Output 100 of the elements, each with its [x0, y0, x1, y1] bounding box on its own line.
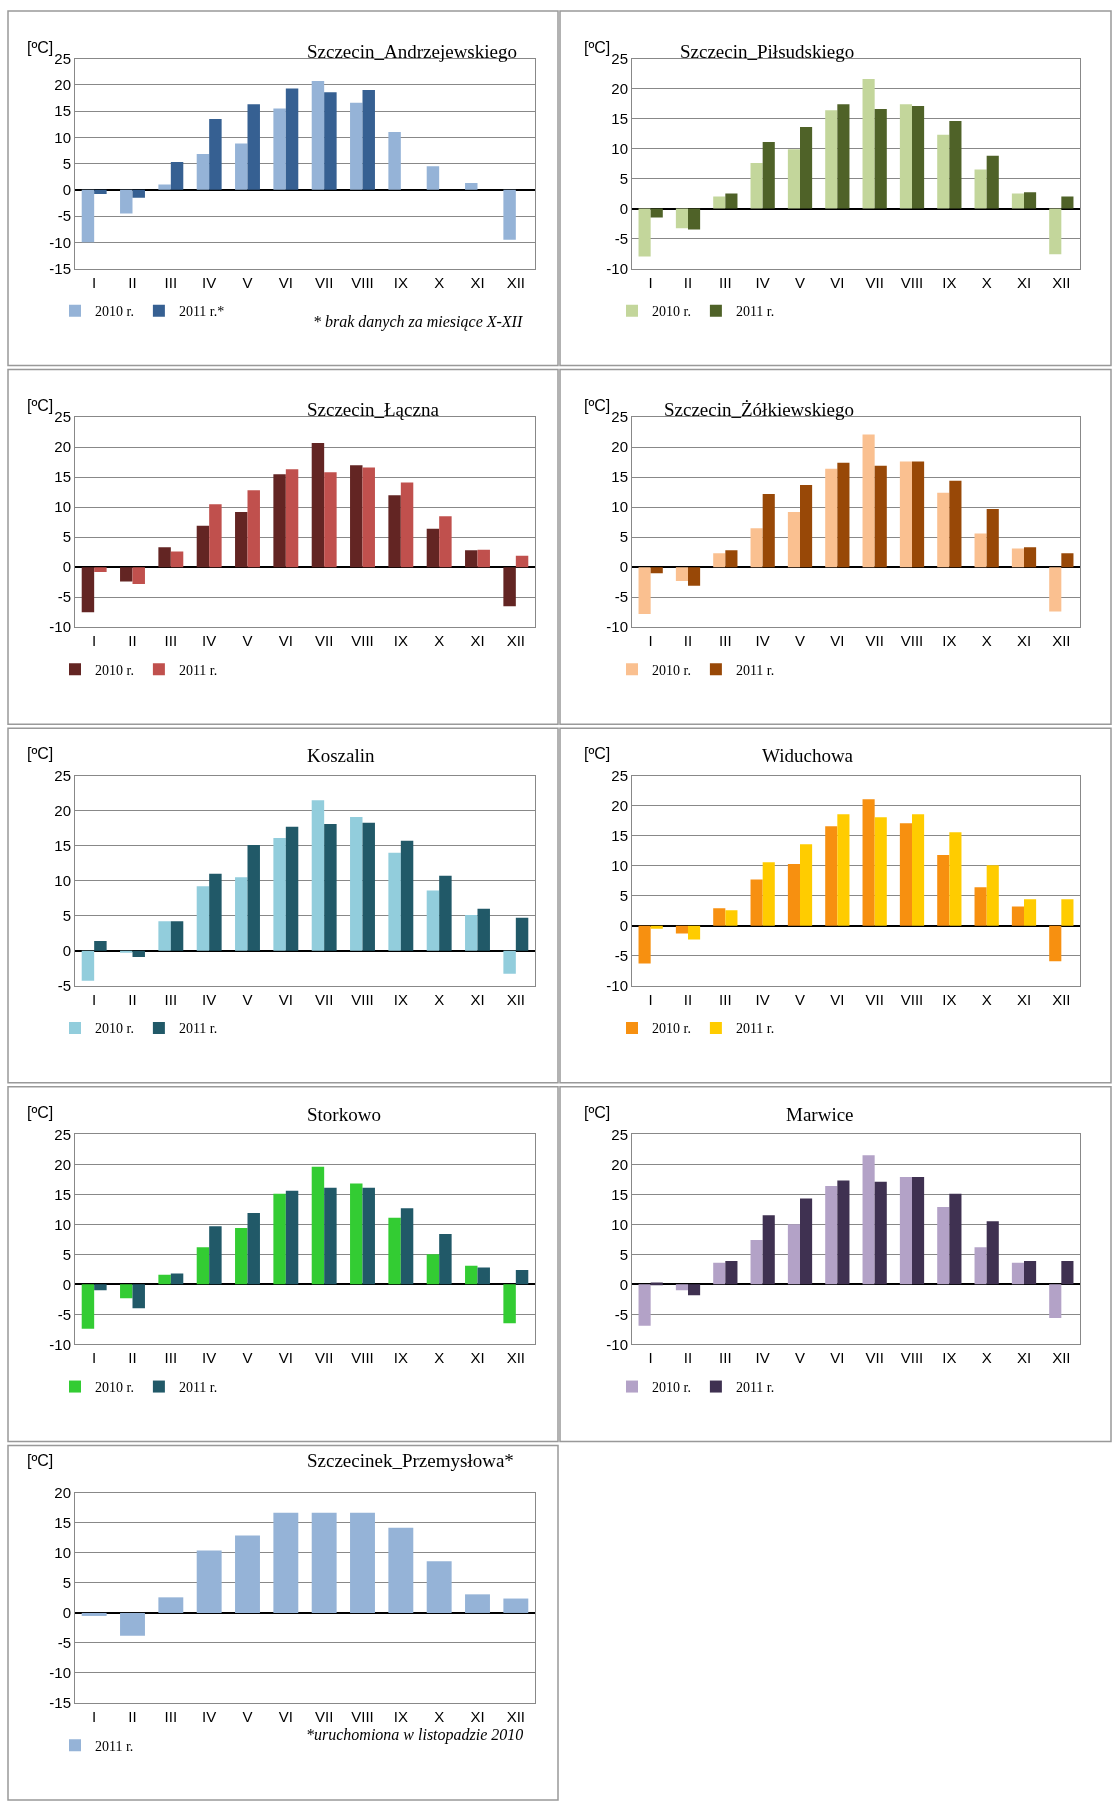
bar: [311, 442, 325, 568]
x-tick-label: III: [719, 632, 732, 650]
bar: [762, 1215, 775, 1285]
y-tick-label: -10: [606, 618, 628, 636]
bar: [837, 814, 850, 926]
bar: [170, 551, 184, 568]
x-tick-label: VI: [278, 990, 293, 1008]
bar: [800, 844, 813, 926]
y-tick-label: 0: [619, 1275, 628, 1293]
bar: [949, 120, 962, 209]
bar: [787, 1224, 800, 1285]
bar: [862, 1155, 875, 1285]
y-tick-label: 20: [54, 1155, 71, 1173]
x-tick-label: II: [128, 1707, 137, 1725]
x-tick-label: VIII: [900, 1349, 924, 1367]
y-tick-label: -15: [49, 1694, 71, 1712]
x-tick-label: III: [719, 273, 732, 291]
bar: [388, 132, 401, 190]
bar: [762, 141, 775, 209]
x-tick-label: VI: [830, 1349, 845, 1367]
bar: [825, 110, 838, 209]
bar: [874, 108, 887, 209]
x-tick-label: VIII: [900, 990, 924, 1008]
x-tick-label: IX: [942, 632, 957, 650]
legend-label: 2010 r.: [652, 304, 691, 320]
bar: [426, 1561, 452, 1613]
x-tick-label: VIII: [351, 990, 374, 1008]
bar: [324, 472, 337, 568]
y-tick-label: 25: [54, 1125, 71, 1143]
bar: [1011, 193, 1024, 209]
bar: [800, 1198, 813, 1285]
bar: [974, 1247, 987, 1285]
y-tick-label: 15: [611, 826, 628, 844]
y-tick-label: -5: [614, 1305, 628, 1323]
bar: [937, 854, 950, 926]
x-tick-label: VI: [830, 273, 845, 291]
bar: [503, 189, 516, 240]
y-tick-label: 5: [62, 1574, 71, 1592]
bar: [837, 104, 850, 209]
x-tick-label: III: [164, 1707, 178, 1725]
x-tick-label: II: [683, 273, 693, 291]
bar: [1049, 208, 1062, 255]
x-tick-label: V: [794, 990, 806, 1008]
bar: [465, 182, 478, 190]
bar: [1024, 192, 1037, 209]
y-tick-label: -10: [606, 259, 628, 277]
x-tick-label: V: [242, 632, 253, 650]
y-tick-label: 20: [54, 1484, 71, 1502]
x-tick-label: VII: [315, 273, 334, 291]
bar: [465, 915, 478, 951]
bar: [725, 910, 738, 926]
x-tick-label: VIII: [351, 273, 374, 291]
chart-title: Szczecin_Żółkiewskiego: [664, 399, 854, 420]
bar: [120, 189, 133, 214]
y-tick-label: 25: [611, 1125, 628, 1143]
legend-label: 2011 r.: [178, 662, 218, 678]
x-tick-label: IV: [755, 273, 770, 291]
x-tick-label: XI: [1016, 990, 1032, 1008]
x-tick-label: II: [683, 990, 693, 1008]
x-tick-label: VII: [865, 273, 884, 291]
bar: [515, 1269, 529, 1285]
bar: [912, 461, 925, 568]
bar: [273, 1193, 286, 1285]
y-tick-label: 15: [611, 468, 628, 486]
x-tick-label: III: [164, 632, 178, 650]
x-tick-label: XII: [1052, 273, 1071, 291]
x-tick-label: IV: [755, 990, 770, 1008]
x-tick-label: IV: [202, 632, 217, 650]
bar: [503, 567, 516, 607]
x-tick-label: II: [128, 632, 137, 650]
x-tick-label: VI: [278, 632, 293, 650]
bar: [120, 950, 133, 953]
x-tick-label: VI: [278, 1349, 293, 1367]
y-tick-label: -5: [614, 946, 628, 964]
bar: [986, 865, 999, 926]
y-tick-label: 5: [62, 906, 71, 924]
bar: [209, 118, 222, 190]
bar: [235, 877, 248, 951]
bar: [324, 1187, 337, 1285]
x-tick-label: X: [981, 273, 992, 291]
y-tick-label: 0: [62, 1275, 71, 1293]
bar: [949, 1193, 962, 1285]
bar: [750, 162, 763, 209]
y-tick-label: 20: [611, 796, 628, 814]
x-tick-label: I: [648, 990, 653, 1008]
y-tick-label: 20: [611, 1155, 628, 1173]
legend-label: 2011 r.: [735, 1021, 775, 1037]
y-axis-title: [ºC]: [584, 1104, 611, 1121]
x-tick-label: I: [92, 1349, 97, 1367]
bar: [247, 490, 260, 568]
x-tick-label: IX: [942, 990, 957, 1008]
bar: [465, 550, 478, 568]
y-axis-title: [ºC]: [27, 1104, 54, 1121]
bar: [247, 104, 260, 190]
bar: [477, 1267, 490, 1285]
bar: [388, 852, 401, 951]
bar: [170, 161, 184, 190]
x-tick-label: V: [794, 1349, 806, 1367]
bar: [688, 567, 701, 586]
bar: [787, 511, 800, 568]
